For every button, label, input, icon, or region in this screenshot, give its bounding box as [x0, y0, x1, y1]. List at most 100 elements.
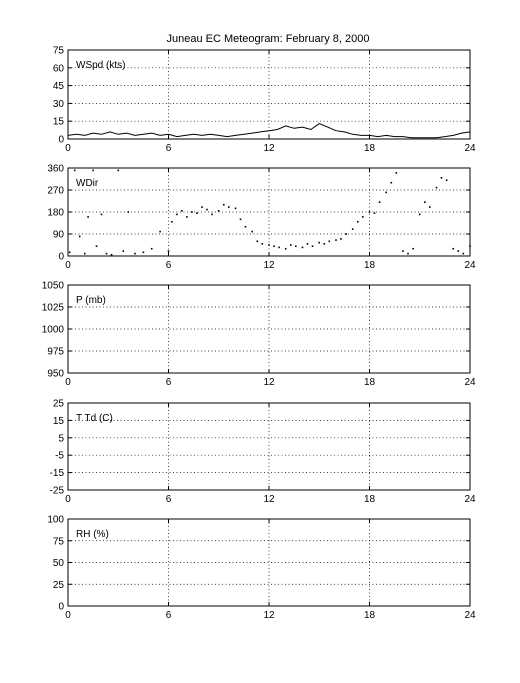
data-point	[196, 212, 198, 214]
panel-0: 0 6 12 18 24 0 15 30 45 60 75 WSpd (kts)	[53, 46, 476, 155]
data-point	[362, 216, 364, 218]
data-point	[122, 250, 125, 252]
data-point	[181, 210, 183, 212]
y-tick-label: 30	[53, 99, 65, 110]
data-point	[390, 181, 393, 184]
x-tick-label: 12	[263, 610, 275, 621]
x-tick-label: 18	[364, 377, 376, 388]
data-point	[335, 239, 337, 241]
data-point	[256, 240, 259, 243]
data-point	[373, 212, 376, 214]
x-tick-label: 0	[65, 494, 71, 505]
data-point	[206, 208, 208, 211]
data-point	[402, 250, 404, 252]
y-tick-label: 950	[47, 369, 64, 380]
data-point	[105, 252, 108, 255]
data-point	[429, 206, 431, 208]
data-point	[323, 243, 326, 245]
panel-frame	[67, 49, 471, 140]
data-point	[117, 169, 120, 172]
data-point	[217, 210, 220, 212]
data-point	[239, 218, 242, 221]
x-tick-label: 12	[263, 494, 275, 505]
data-point	[142, 251, 145, 254]
x-tick-label: 6	[166, 610, 172, 621]
data-point	[244, 225, 247, 228]
y-tick-label: 15	[53, 117, 65, 128]
panel-label: P (mb)	[76, 295, 106, 306]
panel-1: 0 6 12 18 24 0 90 180 270 360 WDir	[47, 164, 476, 272]
y-tick-label: 25	[53, 399, 65, 410]
panel-label: T Td (C)	[76, 413, 113, 424]
y-tick-label: 15	[53, 416, 65, 427]
data-point	[95, 245, 98, 247]
x-tick-label: 24	[464, 260, 476, 271]
y-tick-label: 75	[53, 46, 65, 57]
x-tick-label: 0	[65, 610, 71, 621]
y-tick-label: 1050	[42, 281, 65, 292]
data-point	[100, 213, 103, 216]
data-point	[176, 213, 178, 216]
panel-4: 0 6 12 18 24 0 25 50 75 100 RH (%)	[47, 515, 476, 622]
panel-label: WSpd (kts)	[76, 60, 125, 71]
data-point	[78, 235, 81, 238]
y-tick-label: 360	[47, 164, 64, 175]
data-point	[228, 206, 230, 208]
data-point	[201, 206, 203, 208]
panel-2: 0 6 12 18 24 950 975 1000 1025 1050 P (mb)	[42, 281, 476, 389]
data-point	[87, 216, 89, 218]
data-point	[134, 252, 136, 255]
y-tick-label: 975	[47, 347, 64, 358]
data-point	[110, 254, 113, 256]
data-point	[457, 250, 460, 252]
data-point	[357, 221, 359, 223]
y-tick-label: 270	[47, 186, 64, 197]
x-tick-label: 18	[364, 143, 376, 154]
data-point	[167, 250, 170, 252]
data-point	[278, 246, 280, 249]
data-point	[171, 221, 173, 223]
x-tick-label: 24	[464, 610, 476, 621]
data-point	[68, 251, 71, 254]
panel-3: 0 6 12 18 24 -25 -15 -5 5 15 25 T Td (C)	[50, 399, 476, 506]
data-point	[92, 169, 94, 172]
x-tick-label: 12	[263, 143, 275, 154]
data-point	[295, 245, 297, 247]
data-point	[340, 238, 342, 240]
y-tick-label: 50	[53, 558, 65, 569]
y-tick-label: 5	[58, 433, 64, 444]
data-point	[424, 201, 426, 203]
data-point	[452, 247, 454, 250]
x-tick-label: 0	[65, 143, 71, 154]
data-point	[251, 230, 253, 233]
data-point	[273, 245, 275, 247]
data-point	[395, 172, 398, 174]
data-point	[150, 247, 153, 250]
y-tick-label: 90	[53, 230, 65, 241]
y-tick-label: 25	[53, 580, 65, 591]
x-tick-label: 12	[263, 260, 275, 271]
x-tick-label: 6	[166, 143, 172, 154]
y-tick-label: 1000	[42, 325, 65, 336]
data-point	[268, 244, 270, 246]
data-point	[412, 247, 414, 250]
data-point	[328, 240, 331, 243]
x-tick-label: 6	[166, 494, 172, 505]
x-tick-label: 6	[166, 377, 172, 388]
data-point	[159, 230, 161, 233]
data-point	[290, 244, 292, 246]
data-point	[407, 252, 409, 255]
data-point	[223, 203, 225, 206]
data-point	[440, 177, 443, 179]
panel-label: RH (%)	[76, 529, 109, 540]
data-point	[311, 245, 314, 247]
data-point	[73, 169, 76, 172]
data-point	[191, 211, 193, 213]
data-point	[318, 241, 320, 244]
data-point	[445, 179, 448, 181]
y-tick-label: 0	[58, 252, 64, 263]
x-tick-label: 0	[65, 377, 71, 388]
data-point	[261, 243, 264, 245]
y-tick-label: 1025	[42, 303, 65, 314]
